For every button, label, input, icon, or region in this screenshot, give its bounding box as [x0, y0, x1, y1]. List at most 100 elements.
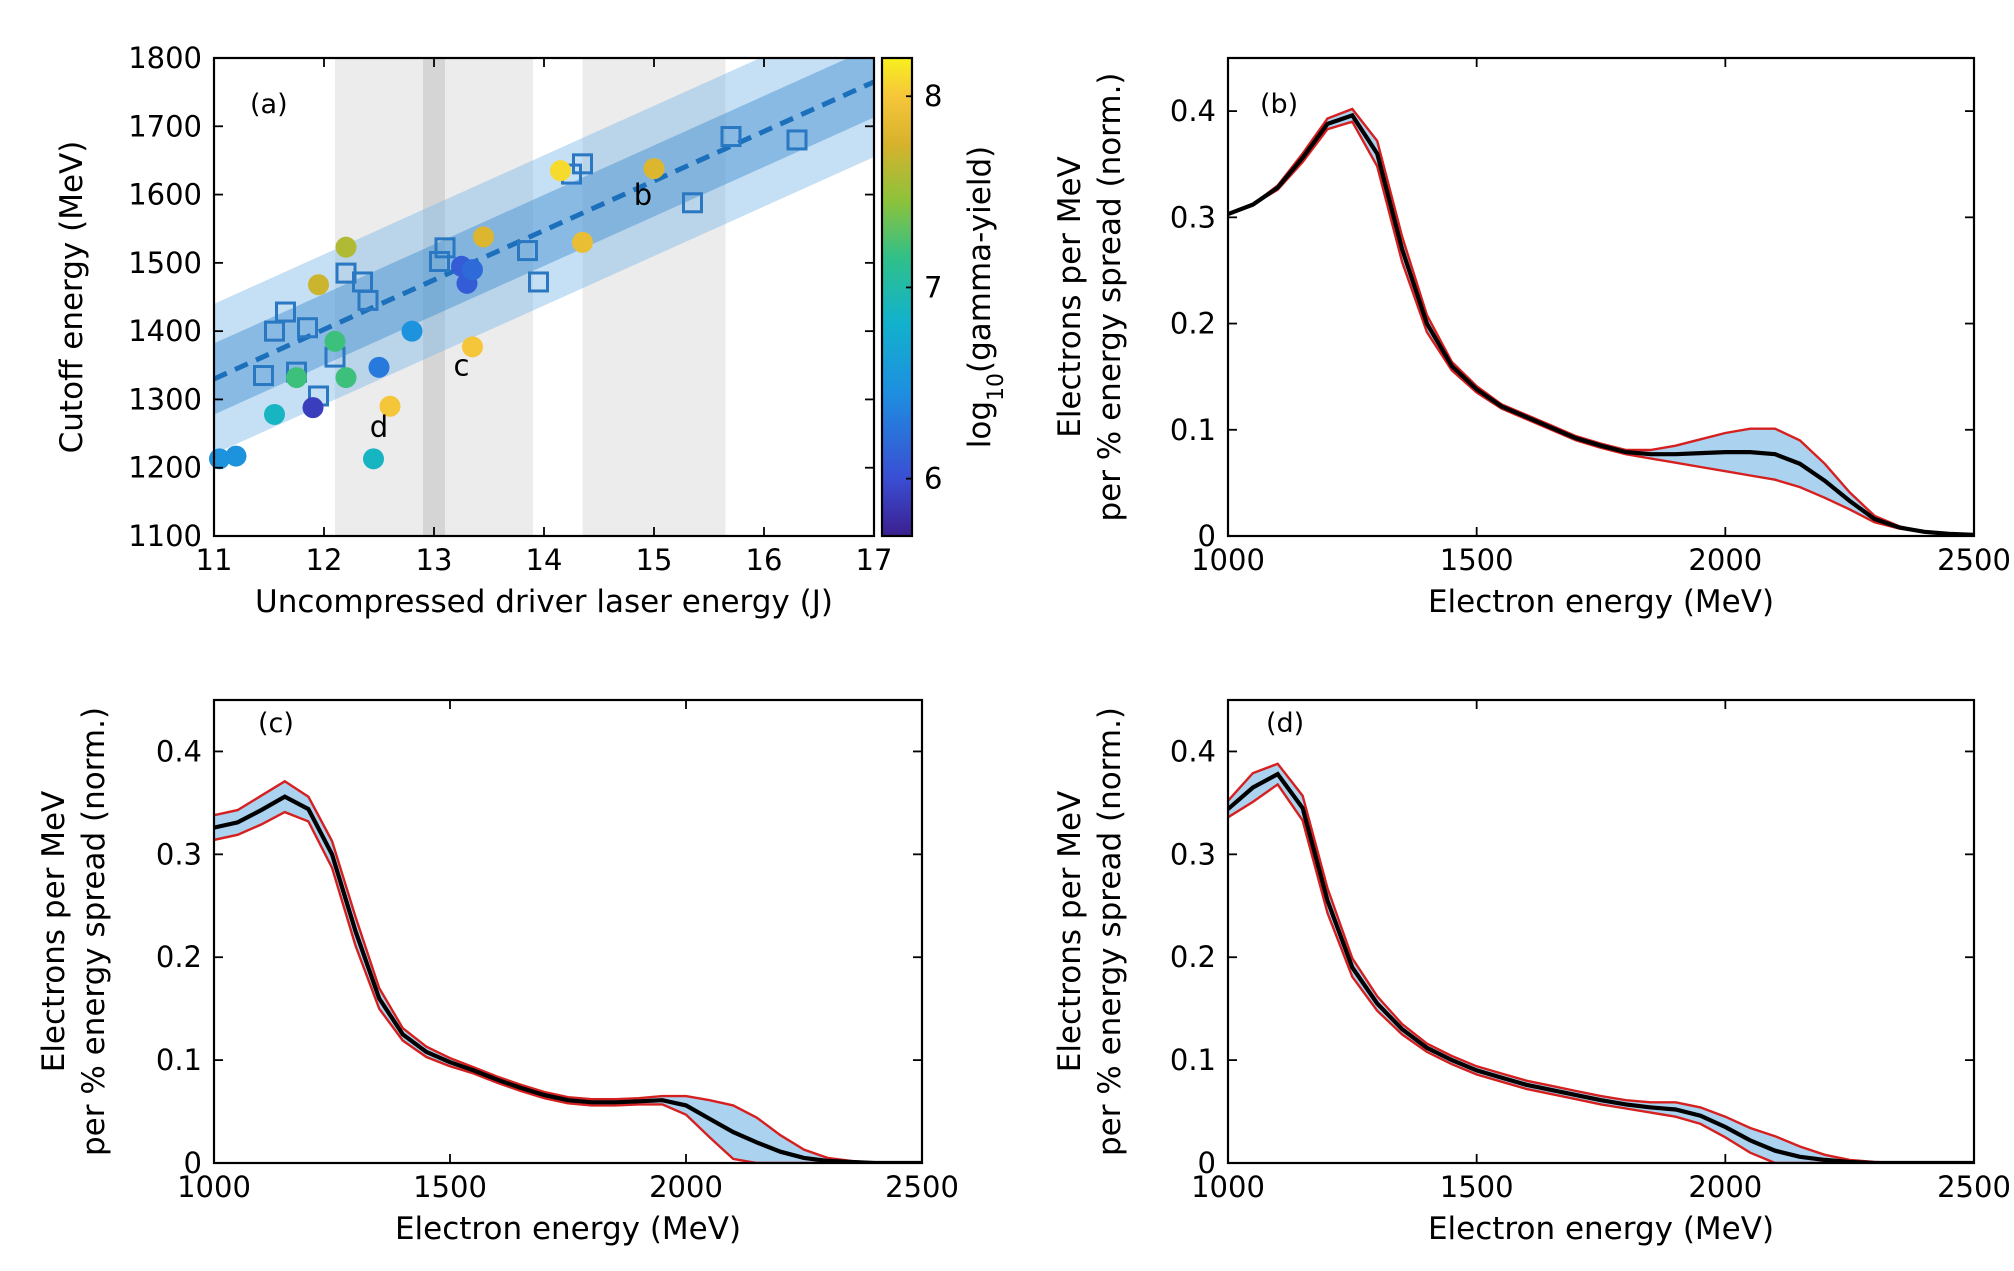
axis-frame: [212, 698, 924, 1165]
x-tick-label: 11: [196, 543, 233, 577]
square-point: [572, 153, 593, 175]
circle-point: [379, 395, 401, 417]
x-tick-label: 1500: [1440, 1170, 1514, 1204]
x-axis-label: Electron energy (MeV): [395, 1211, 741, 1247]
circle-point: [286, 367, 307, 389]
circle-point: [335, 236, 357, 258]
x-tick-label: 17: [856, 543, 893, 577]
x-tick-label: 2000: [649, 1170, 723, 1204]
y-axis-label-line1: Electrons per MeV: [1052, 791, 1088, 1073]
y-axis-label-line1: Electrons per MeV: [1052, 156, 1088, 438]
y-axis-label-line2: per % energy spread (norm.): [1092, 72, 1128, 521]
colorbar-tick-label: 6: [924, 462, 942, 496]
circle-point: [335, 367, 357, 389]
y-tick-label: 0.4: [1170, 94, 1216, 128]
square-point: [253, 365, 274, 387]
spread-band: [1228, 108, 1974, 535]
lower-bound-line: [1228, 120, 1974, 536]
colorbar-label: log10(gamma-yield): [962, 146, 1009, 448]
spread-band: [214, 781, 922, 1163]
circle-point: [324, 330, 346, 352]
y-tick-label: 0.3: [1170, 837, 1216, 871]
y-tick-label: 1100: [128, 519, 202, 553]
circle-point: [308, 274, 329, 296]
y-tick-label: 0.1: [1170, 413, 1216, 447]
plot-area: [214, 58, 874, 536]
circle-point: [363, 448, 384, 470]
point-annotation: d: [370, 410, 388, 444]
circle-point: [643, 158, 665, 180]
y-tick-label: 0.2: [1170, 940, 1216, 974]
square-point: [434, 237, 456, 259]
x-tick-label: 16: [746, 543, 783, 577]
lower-bound-line: [1228, 782, 1974, 1163]
y-axis-label-line1: Electrons per MeV: [36, 791, 72, 1073]
y-tick-label: 1600: [128, 178, 202, 212]
y-tick-label: 0.4: [1170, 734, 1216, 768]
circle-point: [368, 356, 390, 378]
panel-a: b c d 11 12 13 14 15 16 17 1100 1200 1300 1400 1500 160…: [54, 41, 1009, 620]
x-tick-label: 15: [636, 543, 673, 577]
x-tick-label: 2500: [1937, 1170, 2011, 1204]
panel-b: 1000 1500 2000 2500 0 0.1 0.2 0.3 0.4 Electron en…: [1052, 56, 2011, 620]
square-point: [357, 289, 379, 311]
y-axis-label-line2: per % energy spread (norm.): [76, 707, 112, 1156]
panel-tag: (a): [250, 89, 288, 120]
x-tick-label: 1500: [413, 1170, 487, 1204]
y-tick-label: 0: [184, 1146, 202, 1180]
upper-bound-line: [214, 779, 922, 1163]
colorbar-label-main: log: [962, 401, 998, 448]
plot-area: [1228, 107, 1974, 536]
x-tick-label: 1500: [1440, 543, 1514, 577]
circle-point: [225, 445, 247, 467]
y-tick-label: 1500: [128, 246, 202, 280]
y-tick-label: 1200: [128, 451, 202, 485]
colorbar-frame: [880, 56, 914, 538]
panel-d: 1000 1500 2000 2500 0 0.1 0.2 0.3 0.4 Electron en…: [1052, 698, 2011, 1247]
y-axis-label: Cutoff energy (MeV): [54, 141, 90, 454]
mean-spectrum-line: [1228, 112, 1974, 536]
y-tick-label: 0: [1198, 519, 1216, 553]
x-axis-label: Electron energy (MeV): [1428, 1211, 1774, 1247]
square-point: [720, 126, 742, 148]
square-point: [528, 271, 549, 293]
circle-point: [572, 231, 593, 253]
x-axis-label: Uncompressed driver laser energy (J): [255, 584, 833, 620]
y-tick-label: 0.3: [1170, 200, 1216, 234]
axis-frame: [1226, 56, 1976, 538]
y-tick-label: 0.3: [156, 837, 202, 871]
point-annotation: c: [454, 349, 470, 383]
x-tick-label: 2500: [1937, 543, 2011, 577]
y-tick-label: 0.2: [1170, 307, 1216, 341]
upper-bound-line: [1228, 107, 1974, 536]
square-point: [517, 240, 538, 262]
square-point: [264, 320, 285, 342]
x-tick-label: 12: [306, 543, 343, 577]
circle-point: [473, 226, 494, 248]
y-tick-label: 1800: [128, 41, 202, 75]
colorbar: [882, 58, 912, 536]
x-tick-label: 14: [526, 543, 563, 577]
shaded-band: [423, 58, 445, 536]
panel-tag: (d): [1266, 708, 1304, 739]
x-axis-label: Electron energy (MeV): [1428, 584, 1774, 620]
circle-point: [302, 397, 324, 419]
panel-tag: (c): [258, 708, 294, 739]
y-tick-label: 0.1: [1170, 1043, 1216, 1077]
x-tick-label: 1000: [177, 1170, 251, 1204]
square-point: [429, 250, 450, 272]
y-tick-label: 0: [1198, 1146, 1216, 1180]
colorbar-tick-label: 8: [924, 79, 942, 113]
colorbar-label-rest: (gamma-yield): [962, 146, 998, 373]
point-annotation: b: [634, 178, 652, 212]
lower-bound-line: [214, 810, 922, 1163]
plot-area: [214, 779, 922, 1163]
axis-frame: [1226, 698, 1976, 1165]
circle-point: [462, 259, 483, 281]
y-tick-label: 1300: [128, 382, 202, 416]
y-tick-label: 1400: [128, 314, 202, 348]
y-tick-label: 0.2: [156, 940, 202, 974]
fit-line: [214, 79, 874, 382]
spread-band: [1228, 763, 1974, 1163]
